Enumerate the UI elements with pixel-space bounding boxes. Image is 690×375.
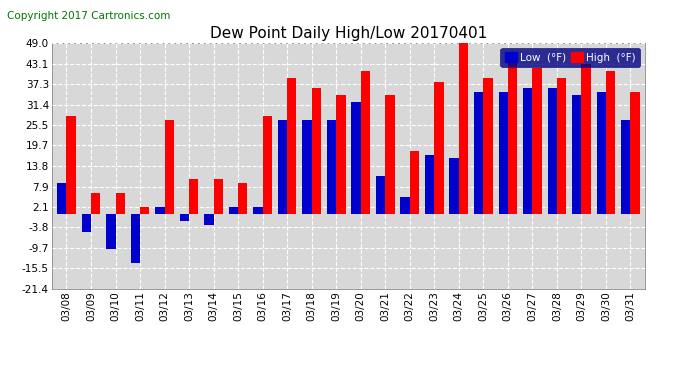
Bar — [327, 120, 336, 214]
Bar — [483, 78, 493, 214]
Bar — [361, 71, 370, 214]
Bar — [115, 193, 125, 214]
Bar — [385, 96, 395, 214]
Bar — [400, 196, 410, 214]
Bar — [81, 214, 91, 231]
Bar — [597, 92, 606, 214]
Bar — [164, 120, 174, 214]
Bar — [253, 207, 263, 214]
Bar — [557, 78, 566, 214]
Bar — [351, 102, 361, 214]
Bar — [572, 96, 582, 214]
Bar — [278, 120, 287, 214]
Bar — [66, 116, 76, 214]
Bar — [130, 214, 140, 263]
Bar — [508, 57, 517, 214]
Bar — [312, 88, 321, 214]
Bar — [229, 207, 238, 214]
Bar — [410, 151, 419, 214]
Bar — [631, 92, 640, 214]
Bar — [91, 193, 100, 214]
Bar — [336, 96, 346, 214]
Bar — [140, 207, 149, 214]
Bar — [459, 40, 468, 214]
Bar — [523, 88, 533, 214]
Bar — [434, 81, 444, 214]
Bar — [155, 207, 164, 214]
Bar — [425, 155, 434, 214]
Bar — [287, 78, 297, 214]
Bar — [498, 92, 508, 214]
Bar — [263, 116, 272, 214]
Bar — [621, 120, 631, 214]
Bar — [180, 214, 189, 221]
Bar — [582, 64, 591, 214]
Bar — [214, 179, 223, 214]
Bar — [606, 71, 615, 214]
Legend: Low  (°F), High  (°F): Low (°F), High (°F) — [500, 48, 640, 67]
Title: Dew Point Daily High/Low 20170401: Dew Point Daily High/Low 20170401 — [210, 26, 487, 40]
Bar — [449, 158, 459, 214]
Bar — [57, 183, 66, 214]
Bar — [106, 214, 115, 249]
Bar — [376, 176, 385, 214]
Bar — [238, 183, 248, 214]
Bar — [548, 88, 557, 214]
Bar — [533, 68, 542, 214]
Bar — [302, 120, 312, 214]
Bar — [189, 179, 199, 214]
Bar — [474, 92, 483, 214]
Text: Copyright 2017 Cartronics.com: Copyright 2017 Cartronics.com — [7, 11, 170, 21]
Bar — [204, 214, 214, 225]
